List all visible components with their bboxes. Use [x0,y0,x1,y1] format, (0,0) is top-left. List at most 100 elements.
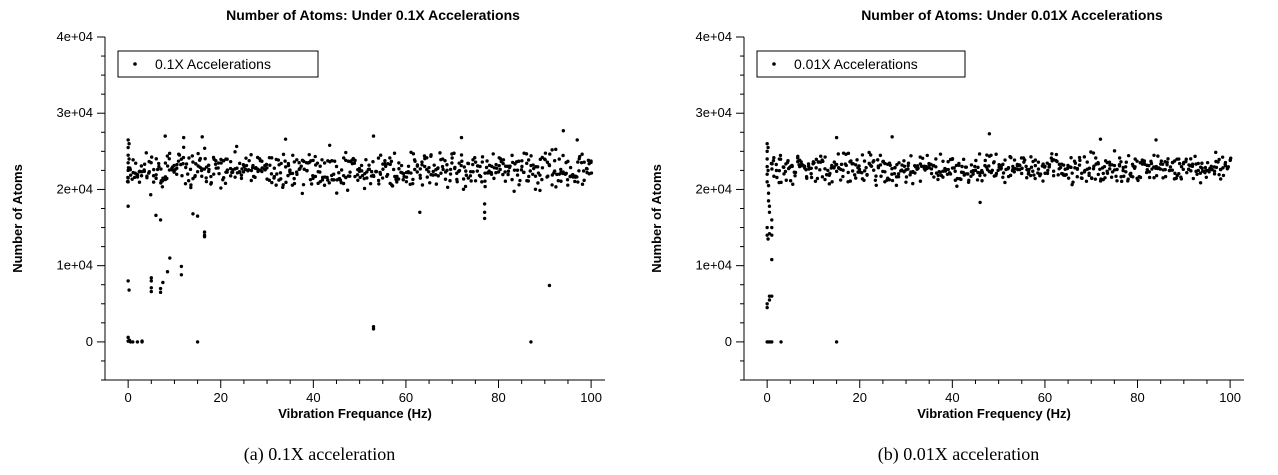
data-point [510,153,514,158]
figure-caption-a: (a) 0.1X acceleration [243,444,396,464]
data-point [579,160,584,165]
data-point [512,168,517,172]
data-point [836,152,840,156]
data-point [954,163,959,168]
x-tick-label: 100 [1219,390,1241,405]
data-point [1112,149,1117,153]
data-point [286,163,291,168]
data-point [165,164,170,168]
data-point [765,142,769,146]
data-point [377,182,381,186]
data-point [466,176,471,180]
data-point [475,169,479,173]
data-point [1173,171,1177,176]
data-point [987,132,992,136]
data-point [411,181,415,186]
data-point [520,164,524,169]
data-point [1077,163,1082,167]
data-point [436,174,440,178]
data-point [341,181,346,186]
data-point [353,174,357,179]
data-point [920,156,925,160]
data-point [838,178,843,182]
data-point [415,164,420,168]
data-point [576,160,580,164]
data-point [292,160,297,164]
data-point [225,168,230,172]
x-tick-label: 60 [1038,390,1052,405]
data-point [1142,159,1147,163]
data-point [828,171,832,176]
data-point [515,173,520,177]
data-point [234,144,239,149]
data-point [461,187,466,192]
data-point [850,162,854,166]
data-point [1046,168,1050,173]
data-point [855,158,859,162]
data-point [850,169,855,173]
data-point [550,183,554,187]
data-point [1001,175,1005,179]
data-point [139,174,144,178]
data-point [918,179,923,183]
data-point [459,153,464,157]
data-point [879,174,883,178]
data-point [1210,168,1214,172]
data-point [389,159,394,164]
data-point [126,180,130,184]
data-point [462,165,466,169]
data-point [244,163,249,168]
data-point [165,270,170,274]
data-point [1087,171,1091,175]
data-point [461,177,466,181]
data-point [1144,170,1149,175]
data-point [311,158,315,163]
data-point [1026,170,1031,175]
data-point [200,174,204,178]
data-point [195,214,200,218]
data-point [168,256,172,260]
data-point [584,166,589,171]
y-tick-label: 0 [86,334,93,349]
data-point [498,167,502,172]
data-point [473,160,478,164]
data-point [283,137,288,141]
data-point [1107,160,1112,164]
legend-label: 0.1X Accelerations [155,56,271,72]
data-point [501,158,506,162]
data-point [862,178,866,183]
data-point [802,164,807,169]
data-point [932,175,936,179]
data-point [1156,166,1160,171]
data-point [175,166,179,170]
data-point [230,170,234,175]
data-point [941,159,945,163]
data-point [1017,163,1022,167]
data-point [158,290,163,295]
data-point [265,166,269,170]
scatter-chart-a: Number of Atoms: Under 0.1X Acceleration… [10,7,605,421]
data-point [1214,165,1219,170]
data-point [223,181,228,186]
data-point [909,154,913,158]
data-point [994,152,998,156]
data-point [276,158,281,162]
data-point [846,151,851,156]
data-point [198,156,203,161]
data-point [765,305,769,310]
data-point [865,172,869,177]
data-point [1098,167,1102,171]
data-point [194,162,198,166]
data-point [1049,156,1054,160]
data-point [456,169,461,174]
data-point [916,166,920,170]
data-point [890,178,895,183]
data-point [503,170,507,174]
data-point [1159,159,1164,163]
data-point [1045,171,1050,176]
data-point [228,159,233,164]
data-point [338,178,343,182]
data-point [177,153,182,157]
data-point [1161,176,1165,180]
data-point [126,176,130,180]
